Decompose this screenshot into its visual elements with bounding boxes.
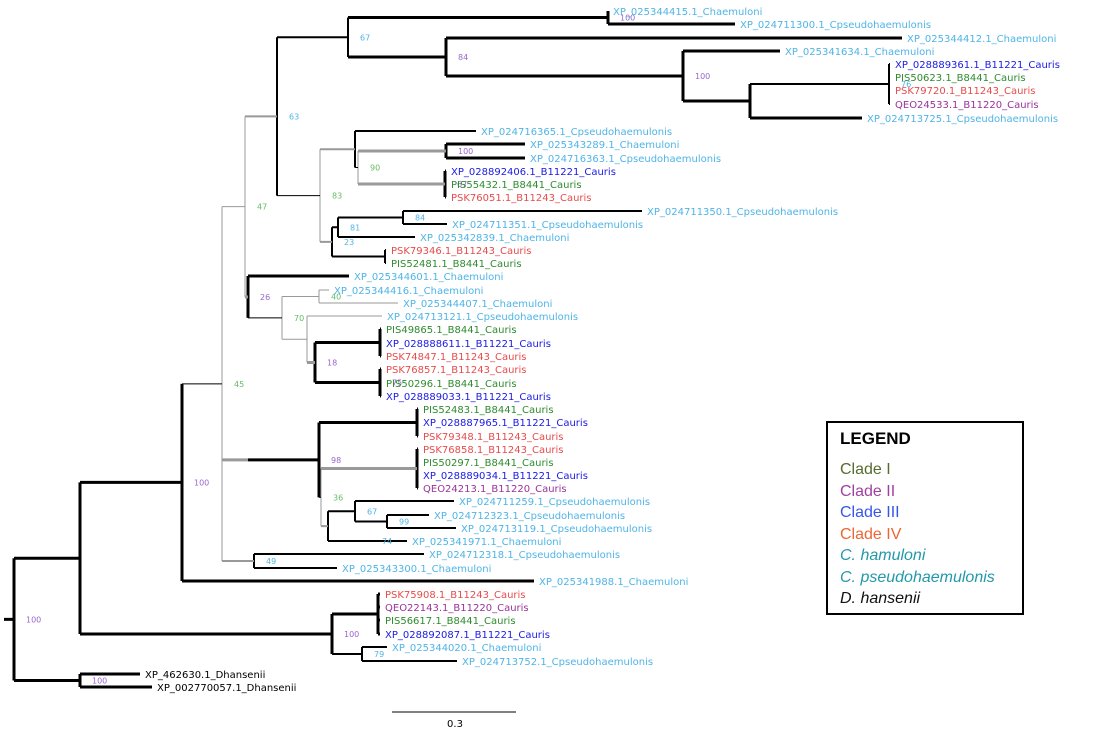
support-value: 100 (620, 14, 635, 23)
support-value: 36 (333, 493, 343, 502)
leaf-label: XP_025344412.1_Chaemuloni (907, 34, 1056, 45)
support-value: 75 (392, 379, 402, 388)
leaf-label: PIS50623.1_B8441_Cauris (895, 73, 1026, 84)
leaf-label: XP_024711259.1_Cpseudohaemulonis (459, 497, 650, 508)
support-value: 40 (331, 293, 341, 302)
support-value: 76 (901, 80, 911, 89)
leaf-label: PIS50296.1_B8441_Cauris (386, 379, 517, 390)
leaf-label: PSK79346.1_B11243_Cauris (391, 246, 532, 257)
support-value: 67 (360, 33, 370, 42)
leaf-label: XP_024716365.1_Cpseudohaemulonis (481, 127, 672, 138)
support-value: 23 (344, 238, 354, 247)
leaf-label: XP_025344020.1_Chaemuloni (392, 643, 541, 654)
legend-item: Clade I (840, 461, 891, 478)
leaf-label: PIS55432.1_B8441_Cauris (451, 180, 582, 191)
leaf-label: XP_025343300.1_Chaemuloni (342, 564, 491, 575)
support-value: 84 (415, 214, 425, 223)
leaf-labels: XP_025344415.1_Chaemuloni XP_024711300.1_… (145, 7, 1060, 694)
leaf-label: XP_024711351.1_Cpseudohaemulonis (452, 220, 643, 231)
leaf-label: XP_025342839.1_Chaemuloni (420, 233, 569, 244)
leaf-label: PIS52481.1_B8441_Cauris (391, 259, 522, 270)
leaf-label: QEO24533.1_B11220_Cauris (895, 100, 1039, 111)
legend-item: Clade III (840, 504, 900, 521)
support-value: 67 (457, 180, 467, 189)
leaf-label: XP_002770057.1_Dhansenii (157, 683, 296, 694)
leaf-label: QEO24213.1_B11220_Cauris (423, 484, 567, 495)
support-value: 18 (327, 359, 337, 368)
scale-bar-label: 0.3 (447, 719, 463, 730)
leaf-label: PIS49865.1_B8441_Cauris (386, 325, 517, 336)
leaf-label: PSK79720.1_B11243_Cauris (895, 86, 1036, 97)
leaf-label: PIS52483.1_B8441_Cauris (423, 405, 554, 416)
support-value: 90 (370, 164, 380, 173)
support-value: 100 (194, 478, 209, 487)
support-values: 100 76 100 84 67 100 67 90 84 81 23 83 63 40 75 18 70 26 4… (26, 14, 911, 686)
leaf-label: XP_025344407.1_Chaemuloni (403, 299, 552, 310)
leaf-label: XP_024712323.1_Cpseudohaemulonis (434, 511, 625, 522)
leaf-label: PIS56617.1_B8441_Cauris (385, 616, 516, 627)
leaf-label: XP_025341988.1_Chaemuloni (539, 577, 688, 588)
legend-item: C. hamuloni (840, 547, 926, 564)
leaf-label: XP_025341634.1_Chaemuloni (785, 47, 934, 58)
leaf-label: XP_028889033.1_B11221_Cauris (386, 392, 551, 403)
support-value: 81 (350, 223, 360, 232)
support-value: 100 (458, 147, 473, 156)
leaf-label: PIS50297.1_B8441_Cauris (423, 458, 554, 469)
leaf-label: XP_024711300.1_Cpseudohaemulonis (740, 20, 931, 31)
leaf-label: XP_024716363.1_Cpseudohaemulonis (530, 154, 721, 165)
support-value: 100 (92, 677, 107, 686)
support-value: 67 (367, 507, 377, 516)
leaf-label: XP_028889361.1_B11221_Cauris (895, 60, 1060, 71)
support-value: 49 (266, 557, 276, 566)
support-value: 84 (458, 53, 468, 62)
support-value: 26 (260, 293, 270, 302)
leaf-label: XP_024712318.1_Cpseudohaemulonis (429, 550, 620, 561)
leaf-label: XP_024713121.1_Cpseudohaemulonis (387, 312, 578, 323)
legend-item: Clade IV (840, 525, 902, 543)
leaf-label: XP_025344415.1_Chaemuloni (613, 7, 762, 18)
leaf-label: XP_025343289.1_Chaemuloni (530, 140, 679, 151)
scale-bar: 0.3 (392, 711, 516, 730)
legend-item: Clade II (840, 482, 896, 500)
support-value: 83 (332, 192, 342, 201)
leaf-label: XP_024713752.1_Cpseudohaemulonis (462, 657, 653, 668)
leaf-label: XP_028889034.1_B11221_Cauris (423, 471, 588, 482)
leaf-label: XP_462630.1_Dhansenii (145, 670, 265, 681)
leaf-label: PSK79348.1_B11243_Cauris (423, 432, 564, 443)
leaf-label: XP_024713119.1_Cpseudohaemulonis (461, 524, 652, 535)
leaf-label: XP_025344416.1_Chaemuloni (334, 286, 483, 297)
support-value: 74 (382, 537, 392, 546)
support-value: 100 (26, 615, 41, 624)
leaf-label: XP_028892087.1_B11221_Cauris (385, 630, 550, 641)
legend-title: LEGEND (840, 429, 911, 448)
support-value: 99 (399, 518, 409, 527)
leaf-label: XP_024713725.1_Cpseudohaemulonis (867, 114, 1058, 125)
legend: LEGEND Clade I Clade II Clade III Clade IV C… (826, 421, 1024, 615)
support-value: 70 (294, 314, 304, 323)
leaf-label: XP_028887965.1_B11221_Cauris (423, 418, 588, 429)
support-value: 100 (344, 630, 359, 639)
leaf-label: XP_025341971.1_Chaemuloni (412, 537, 561, 548)
leaf-label: XP_024711350.1_Cpseudohaemulonis (647, 207, 838, 218)
support-value: 100 (695, 72, 710, 81)
leaf-label: PSK76857.1_B11243_Cauris (386, 365, 527, 376)
leaf-label: PSK76858.1_B11243_Cauris (423, 445, 564, 456)
support-value: 47 (257, 203, 267, 212)
support-value: 45 (234, 380, 244, 389)
tree-branches (4, 11, 902, 689)
legend-item: D. hansenii (840, 590, 921, 607)
legend-item: C. pseudohaemulonis (840, 568, 995, 586)
support-value: 98 (331, 456, 341, 465)
leaf-label: PSK76051.1_B11243_Cauris (451, 193, 592, 204)
leaf-label: PSK74847.1_B11243_Cauris (386, 352, 527, 363)
legend-items: Clade I Clade II Clade III Clade IV C. hamul… (840, 459, 1022, 610)
leaf-label: XP_028888611.1_B11221_Cauris (386, 339, 551, 350)
support-value: 79 (374, 650, 384, 659)
leaf-label: QEO22143.1_B11220_Cauris (385, 603, 529, 614)
leaf-label: XP_028892406.1_B11221_Cauris (451, 167, 616, 178)
leaf-label: PSK75908.1_B11243_Cauris (385, 590, 526, 601)
leaf-label: XP_025344601.1_Chaemuloni (354, 272, 503, 283)
support-value: 63 (289, 112, 299, 121)
